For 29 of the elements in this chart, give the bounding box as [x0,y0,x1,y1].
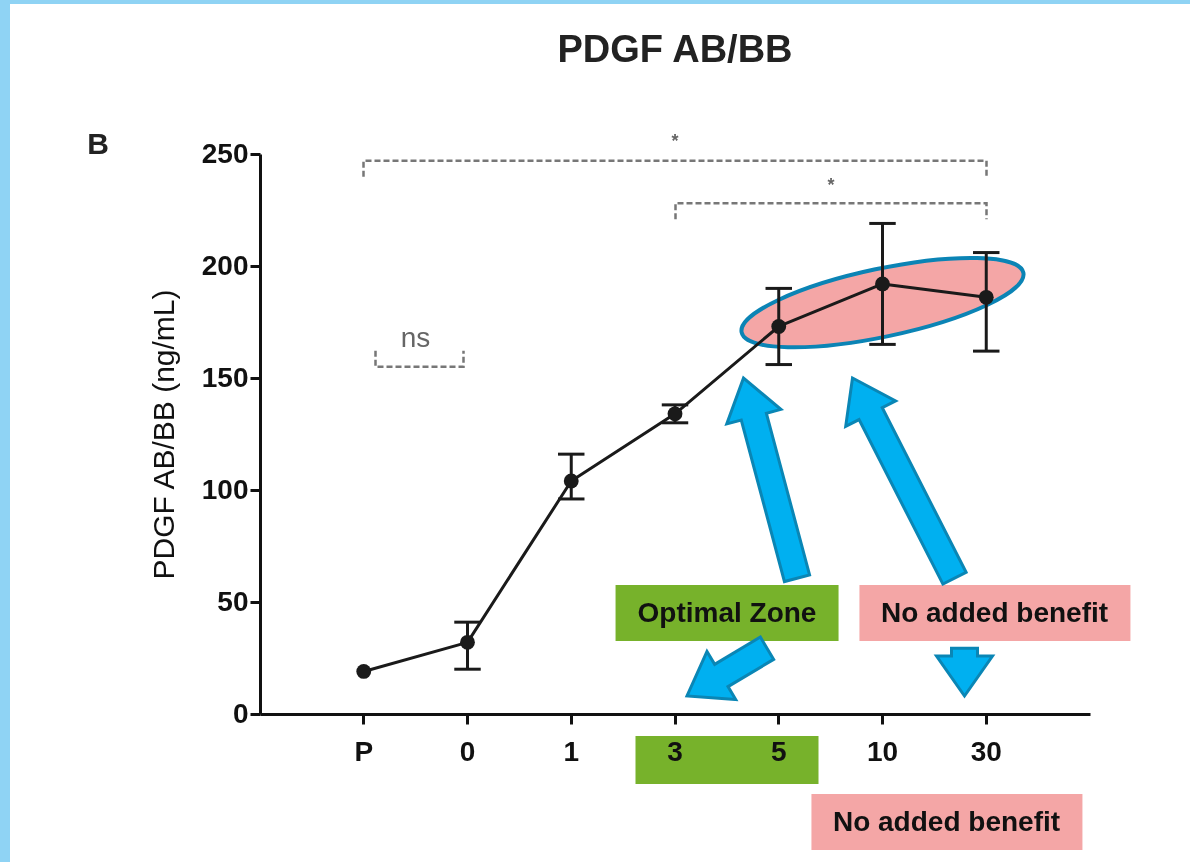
x-tick-label: 0 [459,735,476,767]
annotation: * [827,174,835,196]
point [667,406,683,422]
x-tick-label: 10 [866,735,899,767]
y-tick-label: 100 [201,473,249,505]
x-tick-label: P [354,735,374,767]
x-tick-label: 5 [770,735,787,767]
annotation: No added benefit [858,585,1131,642]
point [563,473,579,489]
text: B [87,127,109,161]
point [875,276,890,292]
point [460,634,475,650]
point [771,319,787,334]
text: No added benefit [810,794,1083,850]
point [356,664,372,679]
point [978,289,994,305]
x-tick-label: 1 [563,735,580,767]
y-tick-label: 250 [201,137,249,169]
text: * [671,130,679,152]
y-axis-title: PDGF AB/BB (ng/mL) [146,289,180,580]
y-tick-label: 150 [201,361,249,393]
x-tick-label: 3 [667,735,683,767]
chart-title: PDGF AB/BB [557,28,793,70]
y-tick-label: 200 [201,249,249,281]
annotation: ns [400,321,431,354]
x-tick-label: 30 [970,735,1002,767]
y-tick-label: 50 [217,585,249,617]
annotation: Optimal Zone [615,585,839,642]
y-tick-label: 0 [232,697,249,729]
